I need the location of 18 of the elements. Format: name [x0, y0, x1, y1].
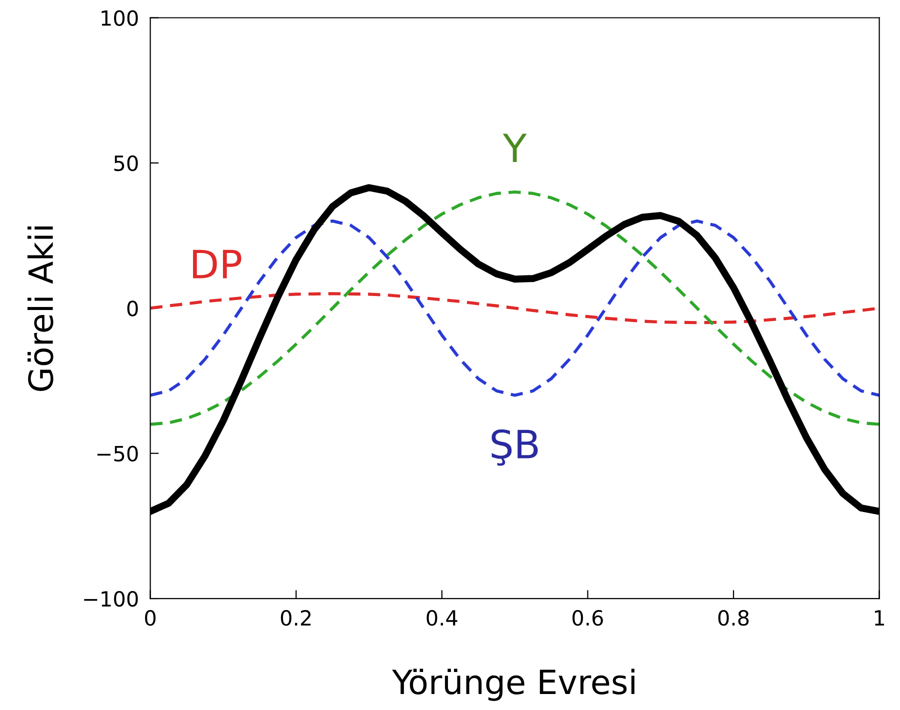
x-tick-label: 1: [874, 610, 884, 626]
x-tick-label: 0: [145, 610, 156, 626]
x-axis-title: Yörünge Evresi: [392, 668, 634, 701]
x-tick-label: 0.8: [718, 610, 749, 626]
y-tick-label: 100: [102, 10, 138, 26]
series-label: ŞB: [492, 429, 538, 466]
y-tick-label: 0: [127, 300, 138, 316]
x-tick-label: 0.2: [280, 610, 311, 626]
y-tick-label: −100: [84, 590, 138, 607]
y-tick-label: −50: [97, 446, 138, 462]
line-series: [150, 190, 880, 426]
x-tick-label: 0.4: [426, 610, 458, 626]
y-axis-title: Göreli Akii: [27, 226, 54, 391]
y-tick-label: 50: [114, 155, 138, 172]
line-series: [150, 219, 880, 397]
series-label: DP: [193, 250, 242, 278]
series-label: Y: [502, 134, 527, 162]
x-tick-label: 0.6: [572, 610, 603, 626]
